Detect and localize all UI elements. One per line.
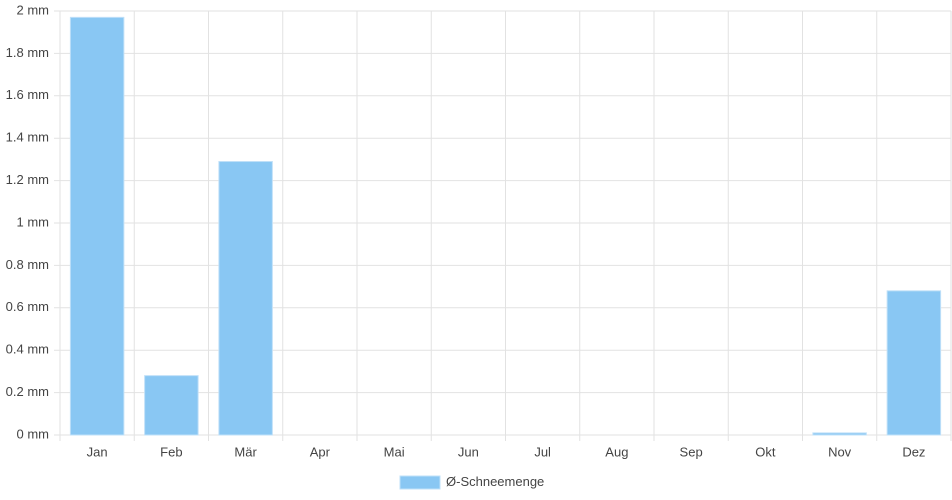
bar [218, 161, 273, 436]
x-tick-label: Feb [160, 444, 182, 459]
y-tick-label: 2 mm [17, 2, 50, 17]
y-tick-label: 0.4 mm [6, 342, 49, 357]
y-tick-label: 1.8 mm [6, 45, 49, 60]
y-tick-label: 0.8 mm [6, 257, 49, 272]
x-tick-label: Sep [680, 444, 703, 459]
y-tick-label: 1.6 mm [6, 87, 49, 102]
legend-label: Ø-Schneemenge [446, 474, 544, 489]
bar [144, 375, 199, 436]
bar [886, 290, 942, 436]
y-tick-label: 1.4 mm [6, 130, 49, 145]
x-tick-label: Mär [234, 444, 257, 459]
x-tick-label: Jul [534, 444, 551, 459]
x-tick-label: Nov [828, 444, 852, 459]
y-tick-label: 1 mm [17, 214, 50, 229]
x-tick-label: Dez [902, 444, 925, 459]
bar [812, 432, 867, 436]
y-tick-label: 0 mm [17, 426, 50, 441]
y-tick-label: 0.6 mm [6, 299, 49, 314]
x-tick-label: Jun [458, 444, 479, 459]
x-tick-label: Mai [384, 444, 405, 459]
y-tick-label: 1.2 mm [6, 172, 49, 187]
x-tick-label: Apr [310, 444, 331, 459]
legend-swatch [399, 475, 441, 490]
x-tick-label: Aug [605, 444, 628, 459]
y-tick-label: 0.2 mm [6, 384, 49, 399]
bar [69, 16, 125, 436]
x-tick-label: Okt [755, 444, 776, 459]
x-tick-label: Jan [87, 444, 108, 459]
